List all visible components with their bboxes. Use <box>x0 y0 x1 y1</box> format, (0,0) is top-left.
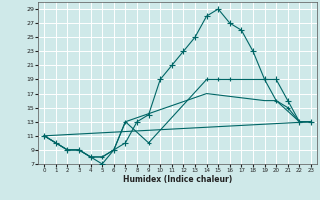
X-axis label: Humidex (Indice chaleur): Humidex (Indice chaleur) <box>123 175 232 184</box>
